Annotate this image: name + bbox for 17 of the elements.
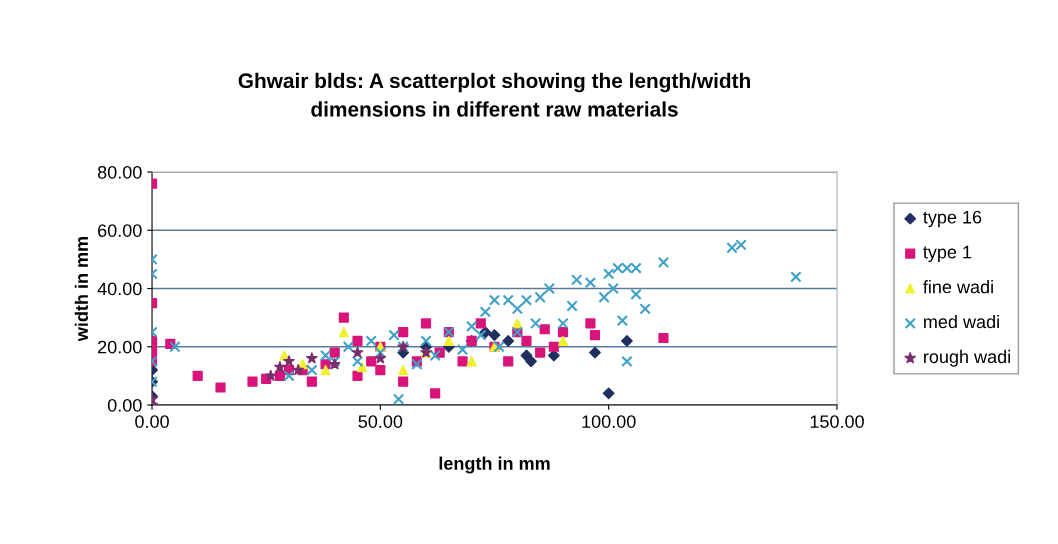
legend-label: type 16: [923, 210, 982, 228]
legend-label: type 1: [923, 245, 972, 263]
x-tick-label: 50.00: [358, 415, 403, 428]
y-tick-label: 20.00: [98, 340, 142, 354]
y-tick-label: 80.00: [97, 165, 142, 179]
chart-title: Ghwair blds: A scatterplot showing the length/width dimensions in different raw materials: [238, 72, 750, 117]
y-tick-label: 40.00: [97, 282, 142, 296]
legend-label: rough wadi: [924, 349, 1010, 367]
y-tick-label: 0.00: [107, 398, 142, 412]
y-axis-title: width in mm: [74, 236, 89, 342]
x-axis-title: length in mm: [439, 456, 550, 474]
legend-label: med wadi: [924, 314, 999, 329]
legend-label: fine wadi: [923, 280, 993, 294]
x-tick-label: 150.00: [810, 415, 864, 428]
x-tick-label: 100.00: [582, 415, 636, 428]
y-tick-label: 60.00: [98, 224, 142, 237]
x-tick-label: 0.00: [135, 415, 169, 428]
